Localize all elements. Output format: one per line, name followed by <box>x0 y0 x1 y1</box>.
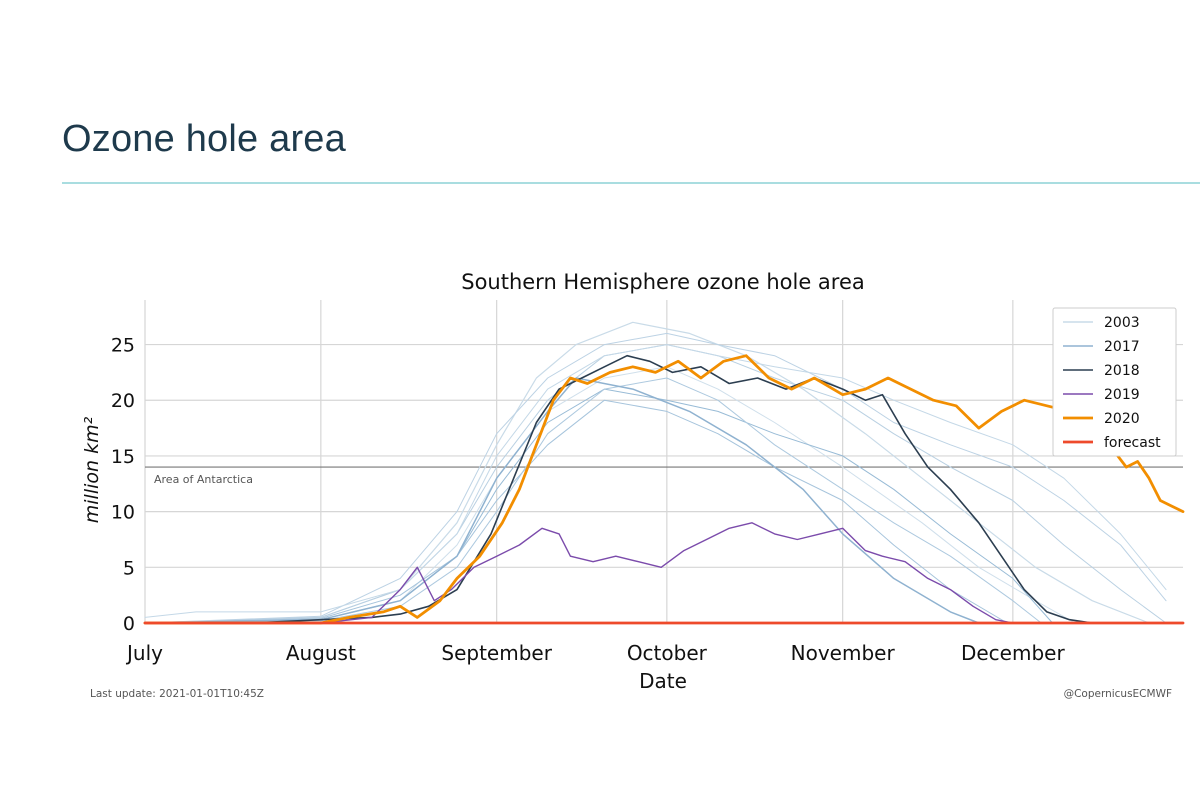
x-axis-label: Date <box>639 669 687 693</box>
series-line-2018 <box>144 354 1093 624</box>
series-line-2003 <box>144 321 1150 624</box>
series-line-year-6 <box>144 344 1167 618</box>
legend-label: 2018 <box>1104 363 1140 379</box>
title-divider <box>62 182 1200 184</box>
series-line-2019 <box>144 522 1014 624</box>
x-tick-label: August <box>286 641 356 665</box>
y-axis-label: million km² <box>81 416 103 523</box>
series-line-year-7 <box>144 377 1042 624</box>
legend-label: 2019 <box>1104 387 1140 403</box>
legend-label: 2003 <box>1104 315 1140 331</box>
series-line-2017 <box>144 377 980 624</box>
x-tick-label: November <box>791 641 896 665</box>
series-line-year-1 <box>144 366 1076 624</box>
page-title: Ozone hole area <box>62 118 346 160</box>
x-tick-label: October <box>627 641 708 665</box>
antarctica-reference-label: Area of Antarctica <box>154 473 253 486</box>
series-line-year-4 <box>144 332 1167 624</box>
last-update-label: Last update: 2021-01-01T10:45Z <box>90 688 264 700</box>
y-tick-label: 15 <box>111 446 135 468</box>
legend-label: 2017 <box>1104 339 1140 355</box>
chart-title: Southern Hemisphere ozone hole area <box>461 270 865 294</box>
series-line-year-3 <box>144 399 1008 624</box>
y-tick-label: 10 <box>111 502 135 524</box>
x-tick-label: July <box>125 641 163 665</box>
legend-label: 2020 <box>1104 411 1140 427</box>
copernicus-credit: @CopernicusECMWF <box>1063 688 1172 700</box>
x-tick-label: September <box>441 641 552 665</box>
series-line-year-5 <box>144 388 1053 624</box>
y-tick-label: 5 <box>123 557 135 579</box>
x-tick-label: December <box>961 641 1065 665</box>
y-tick-label: 25 <box>111 335 135 357</box>
y-tick-label: 0 <box>123 613 135 635</box>
y-tick-label: 20 <box>111 390 135 412</box>
legend-label: forecast <box>1104 435 1161 451</box>
series-line-2020 <box>143 354 1185 625</box>
